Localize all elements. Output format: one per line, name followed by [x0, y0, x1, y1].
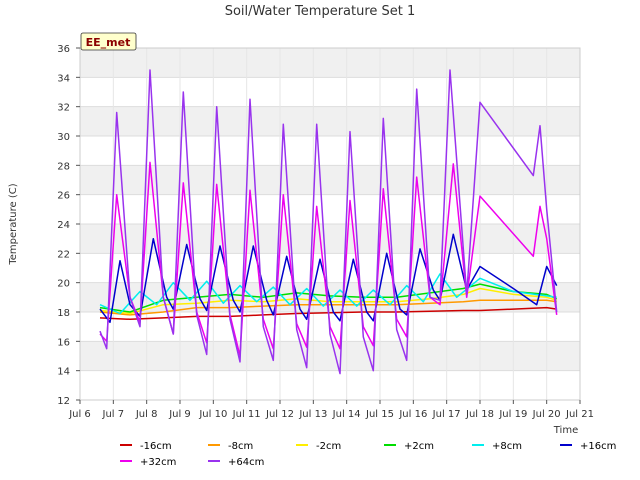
background-band — [80, 136, 580, 166]
legend-item: +2cm — [384, 441, 434, 452]
legend-label: +64cm — [228, 457, 264, 468]
y-tick-label: 30 — [57, 132, 70, 143]
y-tick-label: 16 — [57, 337, 70, 348]
legend-label: -16cm — [140, 441, 172, 452]
x-tick-label: Jul 21 — [565, 409, 594, 420]
legend-item: -2cm — [296, 441, 341, 452]
site-badge-box — [80, 32, 137, 51]
x-tick-label: Jul 10 — [198, 409, 227, 420]
x-tick-label: Jul 18 — [465, 409, 494, 420]
y-tick-label: 14 — [57, 367, 70, 378]
legend-item: +16cm — [560, 441, 616, 452]
legend-label: +2cm — [404, 441, 434, 452]
chart-title: Soil/Water Temperature Set 1 — [225, 4, 416, 19]
y-tick-label: 22 — [57, 249, 70, 260]
x-tick-label: Jul 14 — [332, 409, 361, 420]
x-tick-label: Jul 6 — [68, 409, 91, 420]
site-badge-label: EE_met — [86, 36, 131, 49]
legend-item: -8cm — [208, 441, 253, 452]
series-line-16cm — [99, 306, 557, 321]
y-tick-label: 28 — [57, 161, 70, 172]
background-band — [80, 341, 580, 371]
legend-item: +64cm — [208, 457, 264, 468]
y-tick-label: 36 — [57, 44, 70, 55]
x-axis-label: Time — [553, 425, 578, 436]
x-tick-label: Jul 15 — [365, 409, 394, 420]
y-tick-label: 12 — [57, 396, 70, 407]
legend-label: +32cm — [140, 457, 176, 468]
series-line-8cm — [99, 299, 557, 316]
series-line-16cm — [99, 233, 558, 324]
background-band — [80, 370, 580, 400]
x-tick-label: Jul 9 — [168, 409, 191, 420]
y-tick-label: 32 — [57, 103, 70, 114]
legend-item: +8cm — [472, 441, 522, 452]
y-tick-label: 24 — [57, 220, 70, 231]
x-tick-label: Jul 13 — [298, 409, 327, 420]
background-band — [80, 253, 580, 283]
x-tick-label: Jul 8 — [135, 409, 158, 420]
background-band — [80, 224, 580, 254]
x-tick-label: Jul 20 — [532, 409, 561, 420]
background-band — [80, 106, 580, 136]
legend-label: -8cm — [228, 441, 253, 452]
x-tick-label: Jul 11 — [232, 409, 261, 420]
y-axis-label: Temperature (C) — [8, 183, 19, 265]
legend-label: +16cm — [580, 441, 616, 452]
background-band — [80, 165, 580, 195]
x-tick-label: Jul 12 — [265, 409, 294, 420]
background-band — [80, 48, 580, 78]
y-tick-label: 20 — [57, 279, 70, 290]
y-tick-label: 18 — [57, 308, 70, 319]
grid-lines — [79, 47, 581, 401]
site-badge: EE_met — [80, 32, 137, 51]
y-tick-label: 34 — [57, 73, 70, 84]
background-band — [80, 77, 580, 107]
legend-label: +8cm — [492, 441, 522, 452]
x-tick-label: Jul 7 — [102, 409, 125, 420]
series-layer — [99, 69, 558, 375]
legend-item: +32cm — [120, 457, 176, 468]
x-tick-label: Jul 16 — [398, 409, 427, 420]
x-tick-label: Jul 17 — [432, 409, 461, 420]
legend-item: -16cm — [120, 441, 172, 452]
background-band — [80, 194, 580, 224]
x-axis-ticks: Jul 6 Jul 7 Jul 8 Jul 9 Jul 10 Jul 11 Jul 12 Ju… — [68, 400, 594, 420]
legend-label: -2cm — [316, 441, 341, 452]
y-tick-label: 26 — [57, 191, 70, 202]
legend: -16cm -8cm -2cm +2cm +8cm +16cm +32cm +64cm — [120, 441, 616, 468]
series-line-64cm — [99, 69, 558, 375]
y-axis-ticks: 12 14 16 18 20 22 24 26 28 30 32 34 36 — [57, 44, 80, 407]
x-tick-label: Jul 19 — [498, 409, 527, 420]
series-line-2cm — [99, 287, 557, 315]
